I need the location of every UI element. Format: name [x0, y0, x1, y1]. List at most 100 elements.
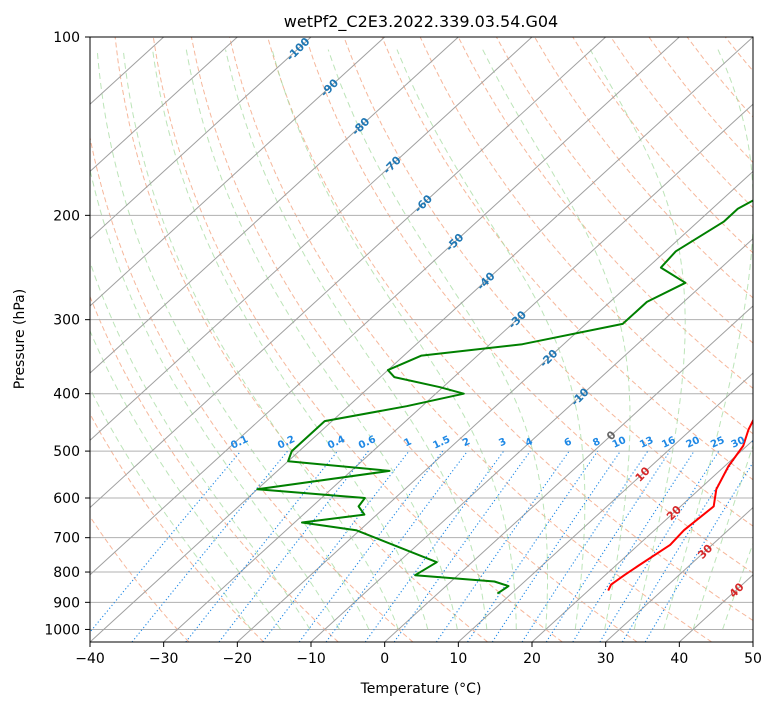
dewpoint-profile [256, 199, 753, 595]
isotherm-line [90, 37, 238, 173]
dry-adiabat [90, 515, 190, 642]
moist-adiabat [396, 49, 586, 630]
mixing-ratio-line [572, 450, 695, 642]
mixing-ratio-line [262, 450, 410, 642]
moist-adiabat [122, 49, 399, 630]
isotherm-line [531, 439, 753, 642]
mixing-ratio-label: 4 [524, 436, 535, 449]
isotherm-line [163, 103, 753, 642]
mixing-ratio-label: 2 [461, 436, 472, 449]
moist-adiabat [225, 49, 488, 630]
mixing-ratio-line [218, 450, 369, 642]
mixing-ratio-label: 20 [684, 435, 701, 451]
moist-adiabat [90, 387, 252, 630]
mixing-ratio-line [90, 450, 242, 633]
y-tick-label: 500 [53, 444, 80, 460]
y-tick-label: 200 [53, 208, 80, 224]
mixing-ratio-line [621, 450, 740, 642]
mixing-ratio-label: 8 [591, 436, 602, 449]
dry-adiabat [343, 37, 753, 527]
moist-adiabat [722, 542, 753, 630]
moist-adiabat [482, 49, 631, 630]
moist-adiabat [90, 260, 311, 630]
dry-adiabat [534, 37, 753, 299]
mixing-ratio-line [644, 461, 753, 642]
y-tick-label: 400 [53, 387, 80, 403]
y-axis-label: Pressure (hPa) [12, 289, 28, 389]
isotherm-line [90, 37, 533, 442]
isotherm-line [605, 506, 753, 642]
mixing-ratio-line [467, 450, 599, 642]
mixing-ratio-label: 10 [611, 435, 628, 451]
mixing-ratio-line [185, 450, 339, 642]
chart-title: wetPf2_C2E3.2022.339.03.54.G04 [284, 12, 558, 32]
mixing-ratio-label: 0.4 [326, 434, 347, 451]
plot-frame [89, 36, 754, 643]
mixing-ratio-line [325, 450, 468, 642]
dry-adiabat [457, 37, 753, 389]
y-tick-label: 1000 [44, 622, 80, 638]
dry-adiabat [152, 37, 563, 642]
x-tick-label: −40 [75, 651, 105, 667]
isotherm-line [90, 37, 753, 642]
dry-adiabat [90, 295, 339, 642]
mixing-ratio-line [131, 450, 289, 642]
x-tick-label: 30 [597, 651, 615, 667]
dry-adiabat [190, 37, 638, 642]
mixing-ratio-line [545, 450, 671, 642]
dry-adiabat [495, 37, 753, 344]
mixing-ratio-label: 6 [563, 436, 574, 449]
y-tick-label: 900 [53, 595, 80, 611]
mixing-ratio-label: 25 [709, 435, 726, 451]
x-tick-label: 50 [744, 651, 762, 667]
y-tick-label: 600 [53, 491, 80, 507]
mixing-ratio-label: 30 [730, 435, 747, 451]
isotherm-line [310, 237, 753, 642]
mixing-ratio-label: 36 [750, 435, 767, 451]
y-tick-label: 300 [53, 313, 80, 329]
mixing-ratio-line [491, 450, 621, 642]
mixing-ratio-label: 13 [638, 435, 655, 451]
y-tick-label: 700 [53, 531, 80, 547]
dry-adiabat [305, 37, 753, 574]
dry-adiabat [229, 37, 712, 642]
moist-adiabat [90, 329, 281, 630]
isotherm-line [384, 305, 753, 642]
mixing-ratio-line [435, 450, 570, 642]
moist-adiabat [692, 443, 753, 630]
dry-adiabat [267, 37, 753, 622]
isotherm-line [90, 37, 312, 240]
y-tick-label: 800 [53, 565, 80, 581]
moist-adiabat [185, 49, 458, 630]
isotherm-line [90, 37, 607, 509]
x-tick-label: −30 [149, 651, 179, 667]
moist-adiabat [90, 167, 340, 630]
dry-adiabat [419, 37, 753, 435]
mixing-ratio-label: 16 [660, 435, 677, 451]
y-tick-label: 100 [53, 30, 80, 46]
mixing-ratio-label: 3 [497, 436, 508, 449]
isotherm-line [90, 37, 386, 307]
mixing-ratio-line [599, 450, 720, 642]
x-axis-label: Temperature (°C) [360, 681, 482, 697]
mixing-ratio-label: 1 [402, 436, 413, 449]
isotherm-line [236, 170, 753, 642]
x-tick-label: −10 [296, 651, 326, 667]
dry-adiabat [90, 412, 264, 642]
isotherm-line [90, 37, 680, 576]
mixing-ratio-line [364, 450, 505, 642]
x-tick-label: 0 [380, 651, 389, 667]
mixing-ratio-label: 0.1 [229, 434, 250, 451]
mixing-ratio-line [393, 450, 531, 642]
mixing-ratio-line [298, 450, 444, 642]
dry-adiabat [381, 37, 753, 481]
x-tick-label: 40 [670, 651, 688, 667]
moist-adiabat [327, 49, 548, 630]
x-tick-label: 10 [449, 651, 467, 667]
isotherm-line [752, 641, 753, 642]
moist-adiabat [663, 49, 753, 630]
dry-adiabat [763, 37, 775, 642]
dry-adiabat [114, 37, 488, 642]
isotherm-line [457, 372, 753, 642]
